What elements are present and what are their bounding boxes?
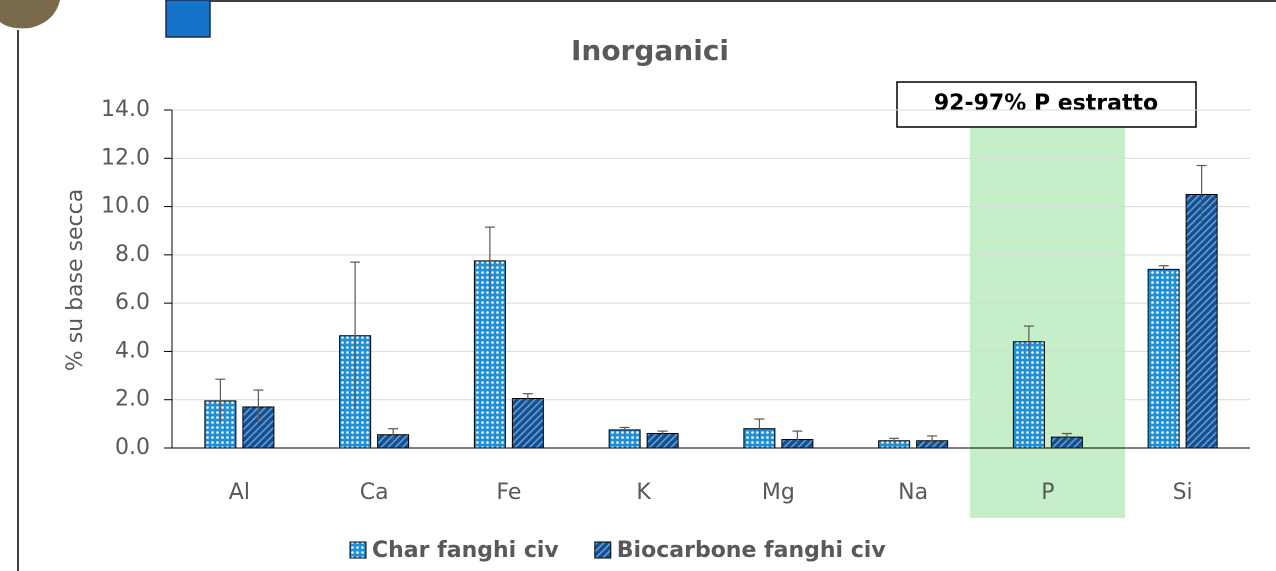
blue-square bbox=[166, 0, 210, 37]
photo-corner bbox=[0, 0, 60, 28]
bar bbox=[512, 399, 543, 448]
x-tick-label: Al bbox=[229, 480, 250, 505]
x-tick-label: Fe bbox=[496, 480, 521, 505]
y-tick-label: 10.0 bbox=[101, 194, 150, 219]
x-tick-label: Mg bbox=[762, 480, 795, 505]
x-tick-label: K bbox=[636, 480, 651, 505]
x-tick-label: Ca bbox=[360, 480, 389, 505]
y-tick-label: 14.0 bbox=[101, 97, 150, 122]
legend-label: Biocarbone fanghi civ bbox=[617, 538, 887, 563]
highlight bbox=[970, 128, 1125, 518]
y-tick-label: 0.0 bbox=[115, 435, 150, 460]
x-tick-label: Na bbox=[898, 480, 928, 505]
y-tick-label: 6.0 bbox=[115, 290, 150, 315]
chart-title: Inorganici bbox=[571, 34, 729, 67]
legend-swatch bbox=[350, 542, 366, 558]
annotation: 92-97% P estratto bbox=[934, 91, 1158, 116]
legend-label: Char fanghi civ bbox=[372, 538, 559, 563]
x-tick-label: P bbox=[1041, 480, 1054, 505]
chart: Inorganici 92-97% P estratto % su base s… bbox=[0, 0, 1276, 571]
legend-swatch bbox=[595, 542, 611, 558]
bar bbox=[609, 430, 640, 448]
bar bbox=[1013, 342, 1044, 448]
y-tick-label: 2.0 bbox=[115, 387, 150, 412]
bar bbox=[1148, 269, 1179, 448]
y-tick-label: 8.0 bbox=[115, 242, 150, 267]
x-tick-label: Si bbox=[1173, 480, 1193, 505]
y-tick-label: 4.0 bbox=[115, 338, 150, 363]
y-axis-label: % su base secca bbox=[63, 189, 88, 371]
bar bbox=[1186, 195, 1217, 449]
y-tick-label: 12.0 bbox=[101, 145, 150, 170]
